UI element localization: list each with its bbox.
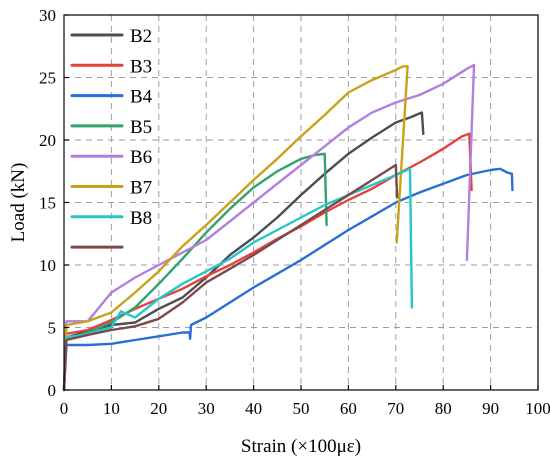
y-tick-label: 10 [39, 256, 56, 275]
y-tick-label: 25 [39, 69, 56, 88]
x-tick-label: 30 [198, 399, 215, 418]
legend-label: B8 [130, 208, 152, 229]
axis-ticks: 0 10 20 30 40 50 60 70 80 90 100 0 5 10 15 20 25 30 [39, 6, 550, 418]
legend-label: B5 [130, 117, 152, 138]
x-tick-label: 50 [293, 399, 310, 418]
y-tick-label: 5 [48, 319, 57, 338]
x-tick-label: 80 [435, 399, 452, 418]
x-axis-title: Strain (×100με) [241, 436, 361, 457]
legend-label: B2 [130, 26, 152, 47]
y-tick-label: 30 [39, 6, 56, 25]
legend-label: B4 [130, 87, 153, 108]
x-tick-label: 40 [245, 399, 262, 418]
legend-label: B3 [130, 56, 152, 77]
x-tick-label: 10 [103, 399, 120, 418]
x-tick-label: 100 [525, 399, 550, 418]
legend: B2 B3 B4 B5 B6 B7 B8 [70, 26, 153, 249]
series-line-b2 [62, 111, 425, 392]
x-tick-label: 70 [387, 399, 404, 418]
legend-label: B7 [130, 178, 152, 199]
y-tick-label: 15 [39, 194, 56, 213]
series-line-b6 [62, 63, 476, 392]
y-tick-label: 0 [48, 381, 57, 400]
x-tick-label: 20 [150, 399, 167, 418]
series-line-b4 [62, 167, 514, 392]
series-line-unnamed [62, 163, 399, 392]
x-tick-label: 0 [60, 399, 69, 418]
y-tick-label: 20 [39, 131, 56, 150]
x-tick-label: 90 [482, 399, 499, 418]
series-line-b7 [62, 65, 409, 392]
legend-label: B6 [130, 147, 152, 168]
series-line-b5 [62, 152, 328, 392]
y-axis-title: Load (kN) [8, 163, 29, 243]
series-layer [62, 63, 514, 392]
series-line-b8 [62, 167, 414, 392]
x-tick-label: 60 [340, 399, 357, 418]
